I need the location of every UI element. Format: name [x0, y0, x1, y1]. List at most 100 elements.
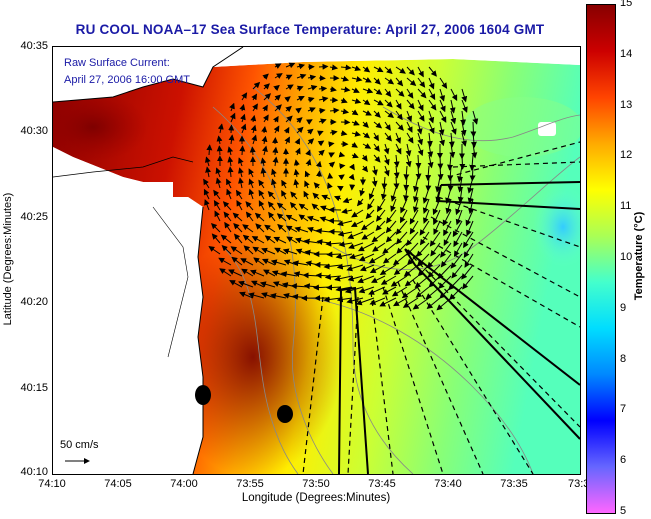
current-vector: [406, 121, 413, 133]
current-vector: [328, 152, 335, 158]
current-vector: [296, 126, 304, 134]
current-vector: [248, 168, 255, 178]
current-vector: [251, 236, 265, 244]
current-vector: [409, 209, 419, 225]
current-vector: [438, 275, 452, 289]
current-vector: [226, 178, 232, 189]
current-vector: [317, 140, 325, 147]
current-vector: [419, 220, 430, 236]
current-vector: [261, 247, 276, 255]
current-vector: [417, 77, 426, 88]
current-vector: [296, 96, 305, 102]
current-vector: [432, 198, 441, 216]
current-vector: [428, 88, 436, 101]
current-vector: [400, 198, 408, 214]
current-vector: [406, 132, 414, 144]
current-vector: [450, 110, 457, 125]
current-vector: [285, 62, 296, 69]
current-vector: [340, 64, 352, 71]
current-vector: [462, 275, 474, 290]
current-vector: [395, 110, 403, 121]
current-vector: [245, 201, 254, 211]
current-vector: [240, 123, 247, 134]
current-vector: [460, 121, 467, 137]
current-vector: [340, 130, 348, 137]
current-vector: [428, 110, 435, 124]
current-vector: [306, 119, 313, 125]
current-vector: [409, 220, 419, 235]
current-vector: [405, 154, 412, 168]
x-tick-label: 73:50: [302, 478, 330, 490]
current-vector: [403, 264, 419, 277]
current-vector: [361, 231, 375, 240]
current-vector: [469, 154, 476, 171]
current-vector: [214, 210, 221, 222]
current-vector: [326, 284, 342, 291]
current-vector: [270, 259, 287, 266]
current-vector: [400, 209, 408, 224]
current-vector: [422, 198, 430, 214]
current-vector: [471, 143, 478, 159]
current-vector: [381, 176, 388, 190]
current-vector: [262, 104, 268, 112]
current-vector: [385, 231, 397, 243]
current-vector: [369, 297, 386, 305]
current-vector: [395, 143, 402, 155]
current-vector: [422, 187, 430, 204]
colorbar-tick-label: 8: [620, 352, 627, 365]
current-vector: [395, 220, 408, 235]
current-vector: [284, 96, 291, 103]
current-vector: [457, 165, 464, 183]
current-vector: [351, 87, 360, 93]
current-vector: [241, 92, 248, 101]
current-vector: [373, 110, 381, 118]
current-vector: [285, 115, 293, 123]
current-vector: [412, 198, 419, 213]
current-vector: [355, 297, 375, 306]
current-vector: [451, 264, 463, 279]
current-vector: [406, 99, 415, 110]
current-vector: [282, 248, 298, 255]
current-vector: [222, 201, 232, 211]
current-vector: [428, 99, 437, 111]
current-vector: [371, 165, 378, 176]
current-vector: [304, 180, 310, 189]
current-vector: [393, 264, 408, 276]
current-vector: [226, 188, 232, 200]
current-vector: [239, 103, 246, 112]
current-vector: [370, 275, 386, 283]
current-vector: [419, 231, 430, 246]
colorbar-tick-label: 14: [620, 47, 633, 60]
current-vector: [426, 253, 441, 269]
current-vector: [404, 275, 419, 287]
temperature-colorbar: [586, 4, 616, 514]
current-vector: [417, 132, 424, 146]
current-vector: [328, 161, 336, 168]
current-vector: [298, 214, 309, 222]
current-vector: [258, 200, 265, 211]
current-vector: [384, 66, 393, 75]
current-vector: [228, 269, 243, 277]
current-vector: [318, 63, 329, 70]
current-vector: [440, 242, 452, 258]
current-vector: [362, 110, 372, 116]
current-vector: [461, 264, 474, 280]
current-vector: [270, 178, 277, 189]
current-vector: [429, 231, 441, 247]
current-vector: [432, 209, 441, 226]
current-vector: [347, 231, 364, 239]
current-vector: [437, 165, 444, 181]
y-tick-label: 40:10: [20, 466, 48, 478]
current-vector: [267, 190, 276, 200]
current-vector: [395, 88, 405, 97]
current-vector: [428, 77, 435, 90]
current-vector: [204, 199, 210, 211]
current-vector: [443, 231, 452, 246]
current-vector: [427, 154, 434, 169]
current-vector: [260, 167, 267, 178]
current-vector: [425, 165, 432, 181]
current-vector: [362, 121, 369, 129]
colorbar-tick-label: 10: [620, 251, 633, 263]
current-vector: [417, 99, 424, 112]
current-vector: [318, 149, 325, 156]
